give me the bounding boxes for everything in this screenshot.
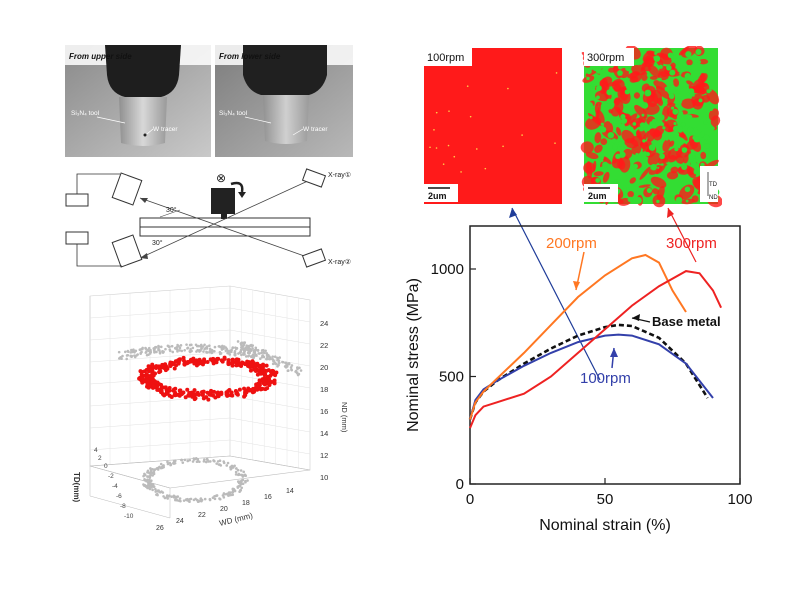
nd-tick-3: 18: [320, 385, 328, 394]
monitor-bottom: [65, 231, 89, 245]
series-line-base-metal: [468, 323, 709, 420]
monitor-top: [65, 193, 89, 207]
label-300rpm: 300rpm: [666, 235, 717, 252]
td-tick-6: -8: [120, 503, 126, 510]
tool-body: [211, 188, 235, 214]
detector-top: [111, 172, 143, 206]
ebsd-label-bg-left: [424, 48, 472, 66]
td-tick-7: -10: [124, 513, 134, 520]
tool-pin-lower: [263, 95, 309, 144]
wd-tick-1: 24: [176, 518, 184, 525]
nd-axis-label: ND (mm): [340, 402, 349, 433]
scatter3d-points: [117, 340, 303, 504]
td-tick-1: 2: [98, 455, 102, 462]
wd-axis-label: WD (mm): [218, 511, 254, 528]
nd-tick-7: 10: [320, 473, 328, 482]
rotation-symbol: ⊗: [216, 171, 226, 185]
wd-tick-0: 26: [156, 525, 164, 532]
tracer-label-upper: W tracer: [153, 126, 178, 133]
series-line-300rpm: [469, 270, 723, 429]
scatter3d-grid: [89, 285, 311, 471]
ebsd-label-bg-right: [584, 48, 634, 66]
nd-tick-2: 20: [320, 363, 328, 372]
source-label-1: X-ray①: [328, 171, 351, 179]
x-tick-label: 0: [466, 491, 474, 508]
scale-right: 2um: [588, 191, 607, 201]
angle-top: 30°: [166, 206, 177, 214]
beam-1: [139, 197, 311, 259]
wd-tick-6: 14: [286, 488, 294, 495]
scatter3d-gridlines: [89, 287, 311, 468]
y-tick-label: 0: [456, 476, 464, 493]
ebsd-map-100rpm: [424, 48, 562, 204]
xray-source-2: [301, 248, 327, 268]
xray-images: From upper side Si₃N₄ tool W tracer From…: [65, 45, 353, 157]
detector-bottom: [111, 234, 143, 268]
plot-frame: [469, 225, 741, 485]
workpiece-bottom: [139, 226, 311, 237]
angle-bottom: 30°: [152, 239, 163, 247]
connector-100rpm: [511, 207, 601, 381]
label-base-metal: Base metal: [652, 314, 721, 329]
setup-diagram-panel: ⊗ 30° 30° X-ray① X-ray②: [60, 160, 360, 280]
td-tick-0: 4: [94, 447, 98, 454]
y-tick-label: 500: [439, 369, 464, 386]
series-line-200rpm: [469, 253, 687, 420]
td-tick-5: -6: [116, 493, 122, 500]
beam-2: [139, 179, 311, 259]
ebsd-label-300rpm: 300rpm: [587, 52, 624, 64]
connector-300rpm: [667, 207, 697, 263]
td-axis-label: TD(mm): [72, 472, 81, 503]
xray-source-1: [301, 168, 327, 188]
ebsd-maps: 100rpm 300rpm 2um 2um TD ND: [424, 44, 723, 208]
tool-label-upper: Si₃N₄ tool: [71, 110, 100, 117]
scale-left: 2um: [428, 191, 447, 201]
series-line-100rpm: [469, 333, 714, 420]
tool-pin-upper: [119, 97, 167, 146]
wd-tick-2: 22: [198, 512, 206, 519]
x-tick-label: 100: [727, 491, 752, 508]
rotation-arrow-icon: [230, 181, 244, 193]
wd-tick-5: 16: [264, 494, 272, 501]
tool-shoulder-upper: [105, 45, 181, 97]
tracer-label-lower: W tracer: [303, 126, 328, 133]
setup-diagram: ⊗ 30° 30° X-ray① X-ray②: [65, 168, 351, 268]
chart-series: [468, 253, 723, 429]
xray-image-panel: From upper side Si₃N₄ tool W tracer From…: [65, 45, 353, 157]
axis-td: TD: [709, 182, 718, 188]
x-tick-label: 50: [597, 491, 614, 508]
y-axis-label: Nominal stress (MPa): [405, 278, 422, 432]
nd-tick-4: 16: [320, 407, 328, 416]
wd-tick-3: 20: [220, 506, 228, 513]
axis-nd: ND: [709, 195, 718, 201]
tool-shoulder-lower: [243, 45, 327, 95]
wd-tick-4: 18: [242, 500, 250, 507]
y-tick-label: 1000: [431, 261, 464, 278]
td-tick-2: 0: [104, 463, 108, 470]
nd-tick-1: 22: [320, 341, 328, 350]
td-tick-4: -4: [112, 483, 118, 490]
label-100rpm: 100rpm: [580, 370, 631, 387]
ebsd-label-100rpm: 100rpm: [427, 52, 464, 64]
nd-tick-6: 12: [320, 451, 328, 460]
source-label-2: X-ray②: [328, 258, 351, 266]
tool-label-lower: Si₃N₄ tool: [219, 110, 248, 117]
scatter3d-panel: 24 22 20 18 16 14 12 10 ND (mm) 26 24 22…: [70, 282, 370, 544]
label-200rpm: 200rpm: [546, 235, 597, 252]
nd-tick-0: 24: [320, 319, 328, 328]
label-upper: From upper side: [69, 52, 132, 61]
label-lower: From lower side: [219, 52, 281, 61]
scatter3d: 24 22 20 18 16 14 12 10 ND (mm) 26 24 22…: [72, 285, 349, 532]
ebsd-panel: 100rpm 300rpm 2um 2um TD ND: [422, 44, 723, 208]
nd-tick-5: 14: [320, 429, 328, 438]
td-tick-3: -2: [108, 473, 114, 480]
x-axis-label: Nominal strain (%): [539, 517, 671, 534]
